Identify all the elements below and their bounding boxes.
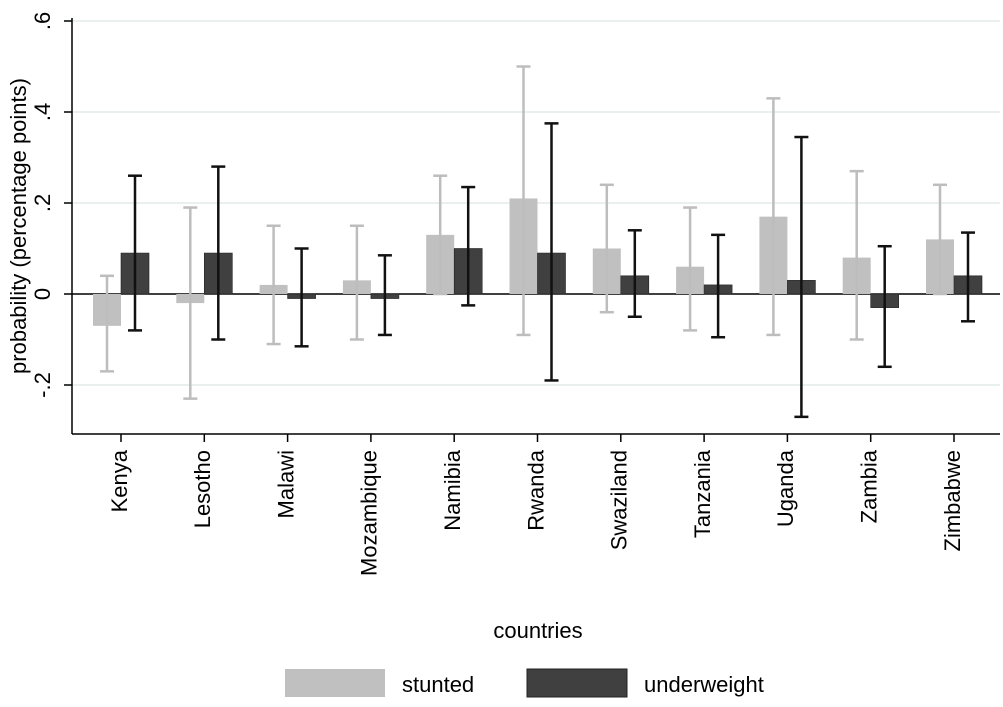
- x-tick-label-namibia: Namibia: [440, 449, 465, 530]
- x-tick-label-malawi: Malawi: [273, 450, 298, 518]
- x-tick-label-rwanda: Rwanda: [523, 449, 548, 530]
- ticks: -.2 0 .2 .4 .6 Kenya Lesotho Malawi Mozambique Na…: [30, 12, 965, 576]
- y-axis-title: probability (percentage points): [6, 78, 31, 374]
- legend-swatch-stunted: [285, 669, 385, 697]
- x-tick-label-lesotho: Lesotho: [190, 450, 215, 528]
- x-tick-label-mozambique: Mozambique: [357, 450, 382, 576]
- x-tick-label-zimbabwe: Zimbabwe: [940, 450, 965, 551]
- x-tick-label-swaziland: Swaziland: [607, 450, 632, 550]
- legend-swatch-underweight: [526, 668, 628, 698]
- legend: stunted underweight: [285, 668, 764, 698]
- x-axis-title: countries: [493, 618, 582, 643]
- y-tick-label: .4: [30, 103, 55, 121]
- y-tick-label: -.2: [30, 372, 55, 398]
- x-tick-label-tanzania: Tanzania: [690, 449, 715, 538]
- legend-label-stunted: stunted: [402, 672, 474, 697]
- bars: [93, 198, 983, 326]
- axes: [71, 18, 1000, 435]
- error-bars: [100, 65, 975, 419]
- x-tick-label-uganda: Uganda: [773, 449, 798, 527]
- y-tick-label: .6: [30, 12, 55, 30]
- y-tick-label: .2: [30, 194, 55, 212]
- y-tick-label: 0: [30, 288, 55, 300]
- x-tick-label-zambia: Zambia: [857, 449, 882, 523]
- legend-label-underweight: underweight: [644, 672, 764, 697]
- x-tick-label-kenya: Kenya: [107, 449, 132, 512]
